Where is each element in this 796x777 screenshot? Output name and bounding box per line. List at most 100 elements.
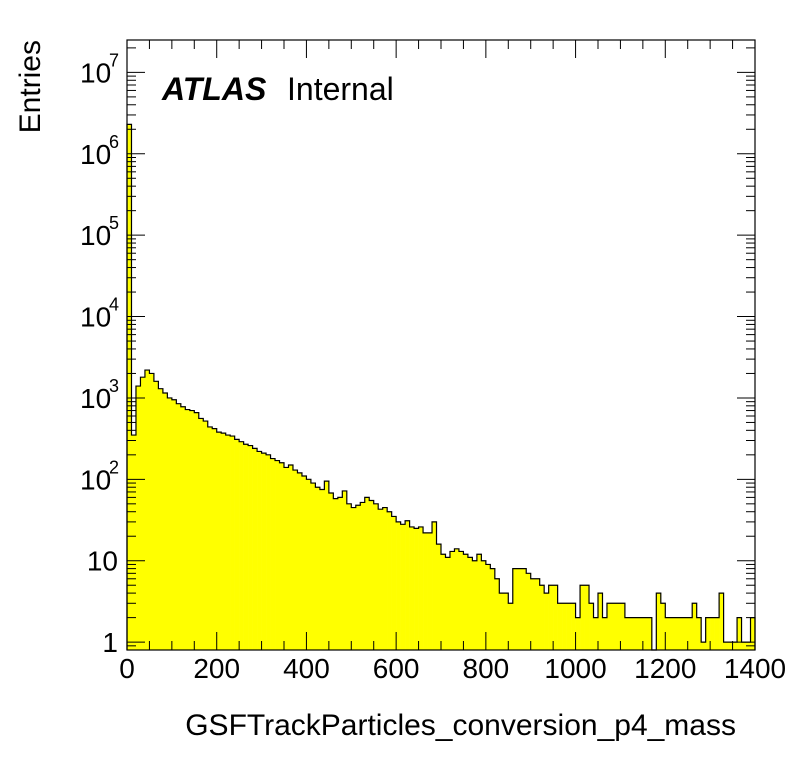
- histogram-bar: [494, 578, 500, 650]
- histogram-bar: [521, 568, 527, 650]
- histogram-bar: [288, 465, 294, 650]
- histogram-bar: [660, 603, 666, 650]
- histogram-bar: [593, 617, 599, 650]
- histogram-bar: [517, 568, 523, 650]
- x-tick-label: 200: [193, 653, 240, 684]
- histogram-bar: [454, 548, 460, 650]
- histogram-bar: [180, 406, 186, 650]
- histogram-bar: [127, 124, 132, 651]
- histogram-bar: [310, 483, 316, 650]
- histogram-bar: [714, 617, 720, 650]
- histogram-bar: [396, 521, 401, 650]
- histogram-outline: [126, 123, 756, 651]
- histogram-bar: [508, 603, 514, 650]
- histogram-bar: [441, 554, 446, 650]
- y-tick-label-base: 10: [80, 220, 111, 251]
- histogram-bar: [319, 489, 325, 650]
- atlas-qualifier: Internal: [287, 71, 394, 107]
- histogram-bar: [598, 593, 603, 650]
- histogram-bar: [427, 532, 433, 650]
- histogram-bar: [355, 505, 361, 650]
- y-tick-label-text: 1: [102, 627, 118, 658]
- histogram-bar: [539, 585, 545, 650]
- histogram-bar: [535, 578, 540, 650]
- histogram-bar: [230, 436, 235, 650]
- histogram-bar: [234, 439, 240, 650]
- histogram-bar: [158, 388, 164, 650]
- histogram-bar: [189, 410, 195, 650]
- histogram-bar: [476, 554, 482, 650]
- y-tick-label: 105: [80, 213, 119, 251]
- histogram-bar: [467, 557, 473, 650]
- histogram-bar: [481, 560, 487, 650]
- histogram-bar: [243, 444, 249, 650]
- y-tick-label-base: 10: [80, 383, 111, 414]
- histogram-bar: [135, 386, 141, 650]
- histogram-bar: [445, 557, 451, 650]
- y-tick-label: 10: [87, 546, 118, 577]
- y-tick-label: 1: [102, 627, 118, 658]
- histogram-bar: [705, 617, 711, 650]
- histogram-bar: [423, 532, 428, 650]
- y-tick-label-exponent: 2: [109, 457, 119, 477]
- histogram-bar: [405, 520, 410, 650]
- histogram-bar: [176, 403, 182, 650]
- histogram-bar: [737, 617, 742, 650]
- histogram-bar: [364, 497, 370, 650]
- histogram-bar: [418, 526, 424, 650]
- histogram-bar: [279, 462, 285, 650]
- histogram-bar: [499, 593, 505, 650]
- y-tick-label: 104: [80, 295, 119, 333]
- histogram-bar: [696, 617, 702, 650]
- histogram-bar: [512, 568, 518, 650]
- histogram-bar: [710, 617, 715, 650]
- axis-ticks: [126, 40, 756, 651]
- histogram-bar: [741, 642, 747, 650]
- histogram-bar: [602, 617, 608, 650]
- histogram-bar: [647, 617, 653, 650]
- histogram-bar: [275, 460, 280, 650]
- histogram-bar: [566, 603, 572, 650]
- histogram-bar: [292, 470, 298, 650]
- histogram-bar: [203, 421, 209, 650]
- histogram-bar: [674, 617, 680, 650]
- histogram-bar: [589, 603, 594, 650]
- histogram-bar: [162, 393, 168, 650]
- histogram-bar: [615, 603, 621, 650]
- histogram-bar: [149, 373, 155, 650]
- histogram-bar: [140, 377, 146, 650]
- histogram-bar: [472, 560, 478, 650]
- histogram-bar: [436, 544, 442, 650]
- histogram-bar: [306, 479, 312, 650]
- y-tick-label-base: 10: [80, 302, 111, 333]
- histogram-bar: [337, 497, 343, 650]
- histogram-bar: [553, 585, 558, 650]
- histogram-bar: [153, 381, 159, 650]
- histogram-bar: [575, 617, 581, 650]
- histogram-bar: [373, 503, 379, 650]
- histogram-bar: [719, 593, 724, 650]
- histogram-bar: [346, 503, 352, 650]
- histogram-bars: [127, 124, 756, 651]
- histogram-bar: [369, 500, 375, 650]
- histogram-bar: [351, 507, 357, 650]
- histogram-bar: [212, 428, 218, 650]
- y-tick-label: 106: [80, 132, 119, 170]
- histogram-bar: [503, 593, 509, 650]
- histogram-bar: [723, 642, 729, 650]
- histogram-bar: [557, 603, 563, 650]
- y-tick-label: 107: [80, 50, 119, 88]
- histogram-bar: [194, 412, 200, 650]
- histogram-bar: [198, 418, 204, 650]
- histogram-bar: [642, 617, 648, 650]
- histogram-bar: [669, 617, 675, 650]
- x-tick-label: 1200: [634, 653, 696, 684]
- histogram-bar: [257, 451, 262, 650]
- histogram-bar: [414, 528, 419, 650]
- x-tick-label: 400: [283, 653, 330, 684]
- histogram-bar: [360, 502, 366, 650]
- y-tick-label-base: 10: [80, 464, 111, 495]
- histogram-bar: [490, 568, 496, 650]
- histogram-bar: [701, 642, 706, 650]
- histogram-bar: [315, 487, 321, 650]
